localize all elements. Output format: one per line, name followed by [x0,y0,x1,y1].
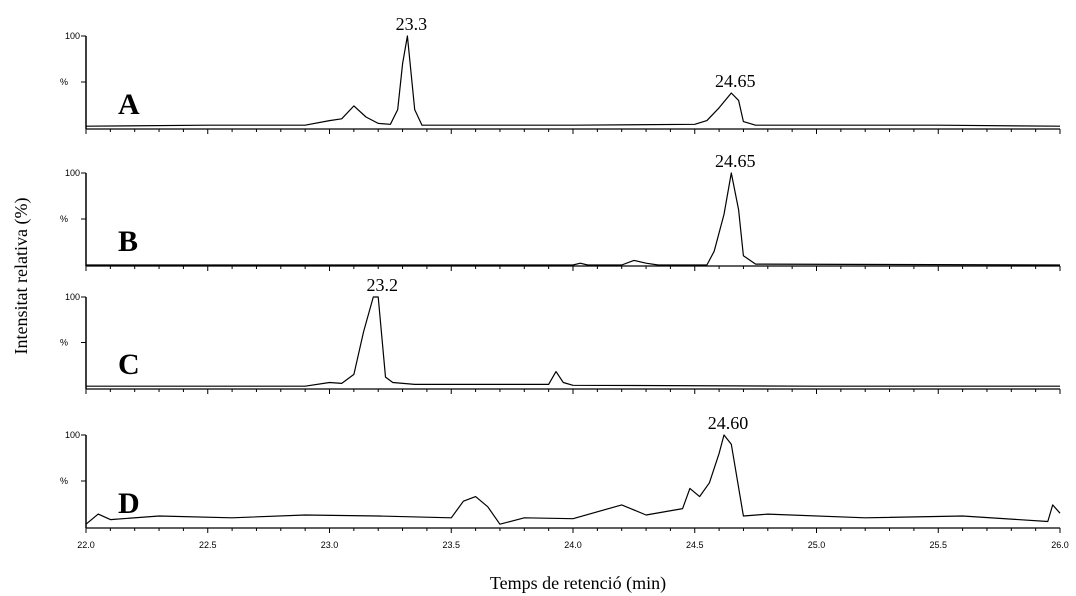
peak-label: 23.3 [396,14,428,34]
panel-letter: D [118,487,140,520]
y-tick-label-100: 100 [65,430,80,440]
panel-c: 100% C 23.2 [60,275,1061,394]
x-tick-label: 26.0 [1051,540,1069,550]
y-axis-title: Intensitat relativa (%) [11,198,32,355]
x-tick-label: 25.0 [808,540,826,550]
peak-label: 24.65 [715,151,756,171]
peak-label: 24.65 [715,71,756,91]
series-line-b [86,172,1061,266]
y-tick-label-percent: % [60,338,68,348]
y-tick-label-100: 100 [65,31,80,41]
y-tick-label-100: 100 [65,292,80,302]
panel-a: 100% A 23.3 24.65 [60,14,1061,134]
series-line-d [85,434,1061,525]
x-tick-label: 24.0 [564,540,582,550]
panel-letter: B [118,225,138,258]
x-axis: 22.0 22.5 23.0 23.5 24.0 24.5 25.0 25.5 26.0 [77,540,1069,550]
x-tick-label: 23.0 [321,540,339,550]
series-line-a [85,35,1061,127]
x-tick-label: 24.5 [686,540,704,550]
x-tick-label: 22.5 [199,540,217,550]
x-tick-label: 25.5 [929,540,947,550]
y-tick-label-percent: % [60,77,68,87]
y-tick-label-percent: % [60,214,68,224]
x-tick-label: 22.0 [77,540,95,550]
series-line-c [86,296,1060,387]
panel-letter: C [118,348,140,381]
x-tick-label: 23.5 [442,540,460,550]
y-tick-label-percent: % [60,476,68,486]
y-tick-label-100: 100 [65,168,80,178]
panel-b: 100% B 24.65 [60,151,1061,271]
panel-d: 100% D 24.60 [60,413,1061,533]
peak-label: 24.60 [708,413,749,433]
peak-label: 23.2 [366,275,398,295]
x-axis-title: Temps de retenció (min) [490,573,666,594]
panels-layer: 100% A 23.3 24.65 100% B 24.65 100% C 23.2 100% D 24… [60,14,1061,533]
panel-letter: A [118,88,140,121]
